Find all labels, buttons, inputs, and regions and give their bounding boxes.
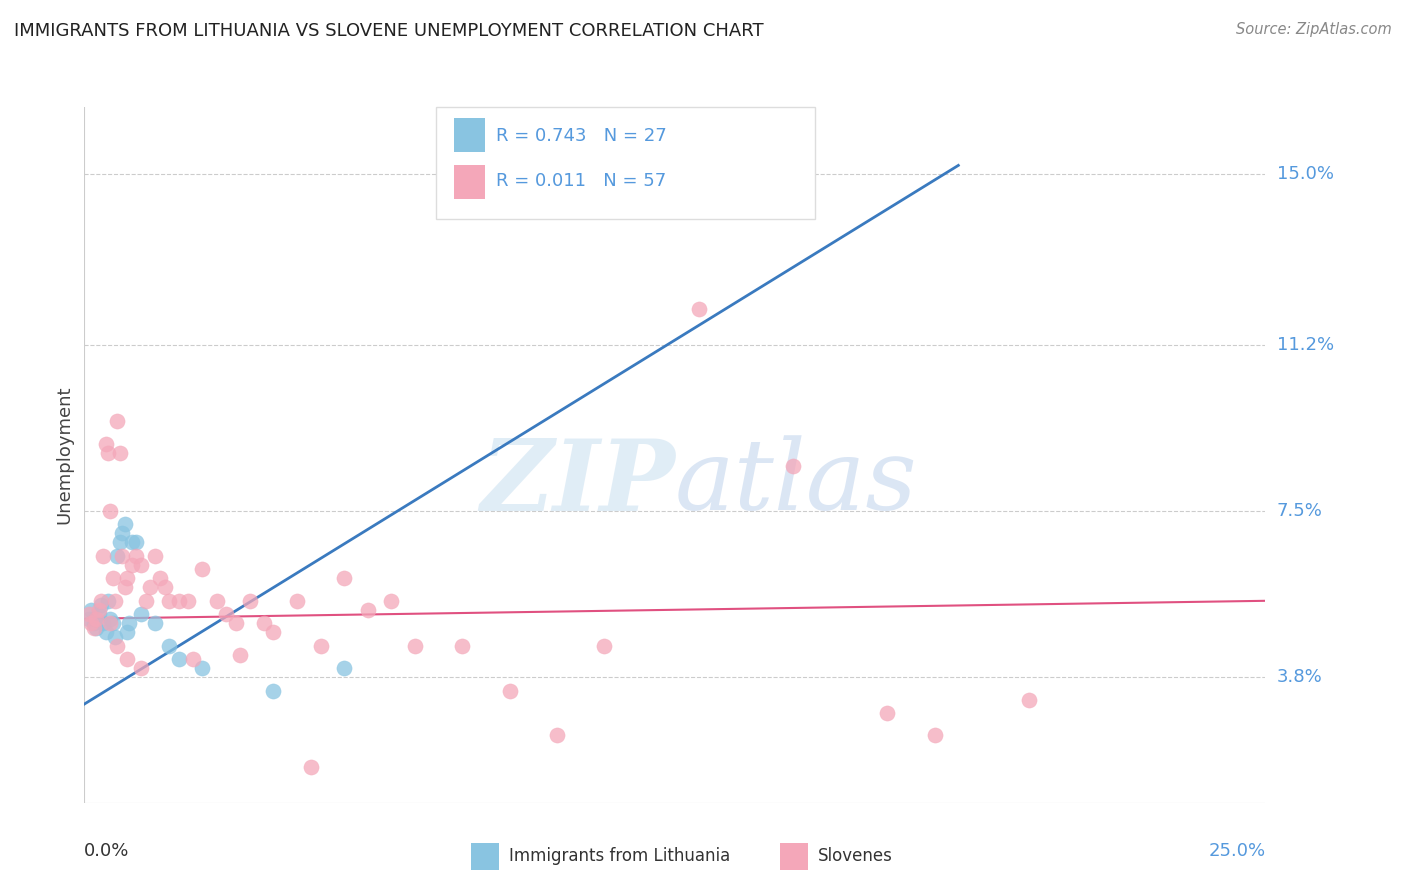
Point [157, 639, 180, 653]
Text: R = 0.011   N = 57: R = 0.011 N = 57 [496, 172, 666, 190]
Point [688, 301, 710, 316]
Text: atlas: atlas [675, 435, 918, 531]
Text: IMMIGRANTS FROM LITHUANIA VS SLOVENE UNEMPLOYMENT CORRELATION CHART: IMMIGRANTS FROM LITHUANIA VS SLOVENE UNE… [14, 22, 763, 40]
Point [115, 625, 138, 640]
Point [77, 607, 100, 622]
Point [118, 616, 141, 631]
Point [215, 607, 238, 622]
Text: 15.0%: 15.0% [1277, 165, 1333, 184]
Point [782, 459, 804, 474]
Point [262, 683, 284, 698]
Point [80, 616, 103, 631]
Point [167, 594, 190, 608]
Point [94, 436, 117, 450]
Point [205, 594, 228, 608]
Y-axis label: Unemployment: Unemployment [55, 385, 73, 524]
Point [380, 594, 402, 608]
Point [111, 526, 134, 541]
Point [139, 580, 162, 594]
Point [129, 558, 152, 572]
Point [181, 652, 204, 666]
Point [285, 594, 308, 608]
Point [114, 517, 136, 532]
Point [357, 603, 380, 617]
Point [593, 639, 616, 653]
Point [121, 558, 143, 572]
Point [87, 607, 110, 622]
Point [153, 580, 176, 594]
Text: 7.5%: 7.5% [1277, 502, 1323, 520]
Point [125, 535, 148, 549]
Point [107, 549, 129, 563]
Point [98, 616, 121, 631]
Text: 25.0%: 25.0% [1208, 842, 1265, 860]
Point [191, 661, 214, 675]
Point [333, 571, 356, 585]
Point [114, 580, 136, 594]
Text: Slovenes: Slovenes [818, 847, 893, 865]
Point [876, 706, 898, 720]
Point [309, 639, 332, 653]
Point [83, 621, 105, 635]
Point [84, 621, 107, 635]
Point [84, 612, 107, 626]
Point [97, 445, 120, 459]
Point [91, 616, 114, 631]
Point [90, 594, 112, 608]
Point [498, 683, 520, 698]
Point [135, 594, 157, 608]
Point [225, 616, 247, 631]
Point [546, 729, 568, 743]
Point [108, 445, 131, 459]
Point [1018, 692, 1040, 706]
Text: 3.8%: 3.8% [1277, 668, 1322, 686]
Point [333, 661, 356, 675]
Text: Source: ZipAtlas.com: Source: ZipAtlas.com [1236, 22, 1392, 37]
Point [157, 594, 180, 608]
Point [149, 571, 172, 585]
Point [239, 594, 262, 608]
Point [107, 639, 129, 653]
Point [262, 625, 284, 640]
Point [924, 729, 946, 743]
Point [104, 594, 127, 608]
Text: R = 0.743   N = 27: R = 0.743 N = 27 [496, 127, 666, 145]
Point [91, 549, 114, 563]
Point [97, 594, 120, 608]
Point [229, 648, 252, 662]
Point [111, 549, 134, 563]
Text: Immigrants from Lithuania: Immigrants from Lithuania [509, 847, 730, 865]
Point [98, 612, 121, 626]
Point [77, 612, 100, 626]
Point [129, 607, 152, 622]
Point [177, 594, 200, 608]
Point [115, 571, 138, 585]
Point [404, 639, 426, 653]
Point [143, 616, 166, 631]
Point [451, 639, 474, 653]
Point [80, 603, 103, 617]
Point [129, 661, 152, 675]
Point [94, 625, 117, 640]
Point [90, 599, 112, 613]
Text: ZIP: ZIP [479, 434, 675, 531]
Point [101, 616, 124, 631]
Point [299, 760, 322, 774]
Text: 11.2%: 11.2% [1277, 336, 1334, 354]
Point [98, 504, 121, 518]
Point [253, 616, 276, 631]
Point [104, 630, 127, 644]
Point [191, 562, 214, 576]
Text: 0.0%: 0.0% [84, 842, 129, 860]
Point [121, 535, 143, 549]
Point [107, 414, 129, 428]
Point [101, 571, 124, 585]
Point [87, 603, 110, 617]
Point [167, 652, 190, 666]
Point [115, 652, 138, 666]
Point [125, 549, 148, 563]
Point [143, 549, 166, 563]
Point [83, 616, 105, 631]
Point [108, 535, 131, 549]
